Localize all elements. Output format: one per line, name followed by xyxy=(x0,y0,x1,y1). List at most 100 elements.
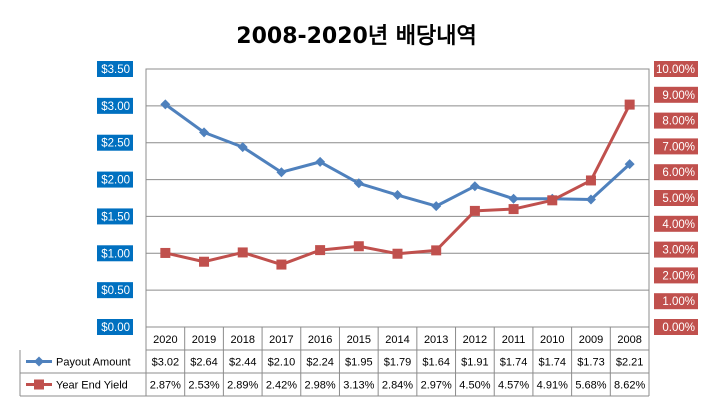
left-tick-bg xyxy=(97,319,133,335)
data-label: $2.44 xyxy=(229,357,257,369)
data-label: 4.50% xyxy=(459,380,490,392)
left-tick: $1.00 xyxy=(97,245,133,262)
data-point-square xyxy=(431,245,442,256)
data-label: $1.91 xyxy=(461,357,489,369)
x-tick-label: 2009 xyxy=(579,334,603,346)
data-point-square xyxy=(508,204,519,215)
x-tick-label: 2008 xyxy=(617,334,641,346)
left-axis-ticks: $0.00 $0.50 $1.00 $1.50 $2.00 $2.50 $3.00 $3.50 xyxy=(97,61,133,335)
data-point-square xyxy=(276,259,287,270)
left-tick: $0.00 xyxy=(97,319,133,335)
data-label: 4.91% xyxy=(537,380,568,392)
data-label: $1.74 xyxy=(539,357,567,369)
right-tick-label: 6.00% xyxy=(662,167,695,179)
data-label: $2.64 xyxy=(190,357,218,369)
left-tick-label: $1.00 xyxy=(101,248,130,260)
data-label: 2.53% xyxy=(188,380,219,392)
x-tick-label: 2018 xyxy=(230,334,254,346)
right-tick: 7.00% xyxy=(654,138,698,155)
data-label: 2.42% xyxy=(266,380,297,392)
right-tick: 6.00% xyxy=(654,164,698,181)
data-point-square xyxy=(392,248,403,259)
left-tick-bg xyxy=(97,171,133,188)
data-label: 2.84% xyxy=(382,380,413,392)
right-tick: 8.00% xyxy=(654,112,698,129)
data-point-square xyxy=(199,256,210,267)
left-tick-label: $3.50 xyxy=(101,64,130,76)
data-point-diamond xyxy=(353,178,364,189)
data-label: $2.10 xyxy=(268,357,296,369)
data-label: 2.89% xyxy=(227,380,258,392)
data-point-diamond xyxy=(508,193,519,204)
x-tick-label: 2020 xyxy=(153,334,177,346)
data-point-diamond xyxy=(199,127,210,138)
data-label: $1.95 xyxy=(345,357,373,369)
x-tick-label: 2011 xyxy=(502,334,526,346)
data-label: $3.02 xyxy=(152,357,180,369)
data-point-square xyxy=(353,241,364,252)
plot-area-border xyxy=(145,68,650,328)
right-tick-label: 2.00% xyxy=(662,270,695,282)
left-tick-label: $0.50 xyxy=(101,285,130,297)
legend-label: Payout Amount xyxy=(56,357,131,369)
left-tick-label: $1.50 xyxy=(101,211,130,223)
right-tick-label: 9.00% xyxy=(662,90,695,102)
data-point-diamond xyxy=(624,159,635,170)
left-tick: $3.50 xyxy=(97,61,133,77)
left-tick-label: $2.00 xyxy=(101,175,130,187)
left-tick: $2.50 xyxy=(97,134,133,151)
data-point-diamond xyxy=(315,156,326,167)
right-tick-label: 8.00% xyxy=(662,116,695,128)
data-point-diamond xyxy=(392,190,403,201)
right-tick: 0.00% xyxy=(654,319,698,335)
x-tick-label: 2017 xyxy=(269,334,293,346)
right-tick-bg xyxy=(654,190,698,206)
left-tick: $1.50 xyxy=(97,208,133,225)
chart-title: 2008-2020년 배당내역 xyxy=(236,24,477,49)
right-tick: 2.00% xyxy=(654,267,698,284)
right-tick-bg xyxy=(654,267,698,284)
data-label: 3.13% xyxy=(343,380,374,392)
right-tick-label: 10.00% xyxy=(656,64,695,76)
left-tick-bg xyxy=(97,134,133,151)
right-tick-bg xyxy=(654,241,698,258)
x-tick-label: 2010 xyxy=(540,334,564,346)
data-point-square xyxy=(237,247,248,258)
right-tick-label: 1.00% xyxy=(662,296,695,308)
right-tick-label: 4.00% xyxy=(662,219,695,231)
left-tick-label: $3.00 xyxy=(101,101,130,113)
data-label: $2.24 xyxy=(306,357,334,369)
right-tick-label: 7.00% xyxy=(662,141,695,153)
data-label: $1.74 xyxy=(500,357,528,369)
left-tick-bg xyxy=(97,282,133,299)
legend-key-marker xyxy=(34,379,44,390)
right-tick-bg xyxy=(654,293,698,310)
legend-key-marker xyxy=(34,356,44,367)
right-axis-ticks: 0.00% 1.00% 2.00% 3.00% 4.00% 5.00% 6.00% 7.00%… xyxy=(654,61,698,335)
data-label: $1.73 xyxy=(577,357,605,369)
data-point-square xyxy=(547,195,558,206)
left-tick-bg xyxy=(97,208,133,225)
right-tick-bg xyxy=(654,86,698,103)
data-label: 2.98% xyxy=(305,380,336,392)
data-point-square xyxy=(624,99,635,110)
left-tick-bg xyxy=(97,61,133,77)
data-label: $1.64 xyxy=(422,357,450,369)
right-tick-bg xyxy=(654,164,698,181)
data-point-diamond xyxy=(237,142,248,153)
data-point-diamond xyxy=(160,99,171,110)
right-tick-bg xyxy=(654,319,698,335)
series-line-2 xyxy=(165,103,631,267)
x-tick-label: 2019 xyxy=(192,334,216,346)
right-tick-bg xyxy=(654,215,698,232)
data-point-diamond xyxy=(469,181,480,192)
data-table: 2020 2019 2018 2017 2016 2015 2014 2013 2012 2011… xyxy=(19,327,650,397)
right-tick: 9.00% xyxy=(654,86,698,103)
left-tick-label: $2.50 xyxy=(101,138,130,150)
x-tick-label: 2014 xyxy=(385,334,409,346)
data-point-diamond xyxy=(585,194,596,205)
x-tick-label: 2013 xyxy=(424,334,448,346)
data-label: $1.79 xyxy=(384,357,412,369)
data-label: 8.62% xyxy=(614,380,645,392)
right-tick: 10.00% xyxy=(654,61,698,77)
